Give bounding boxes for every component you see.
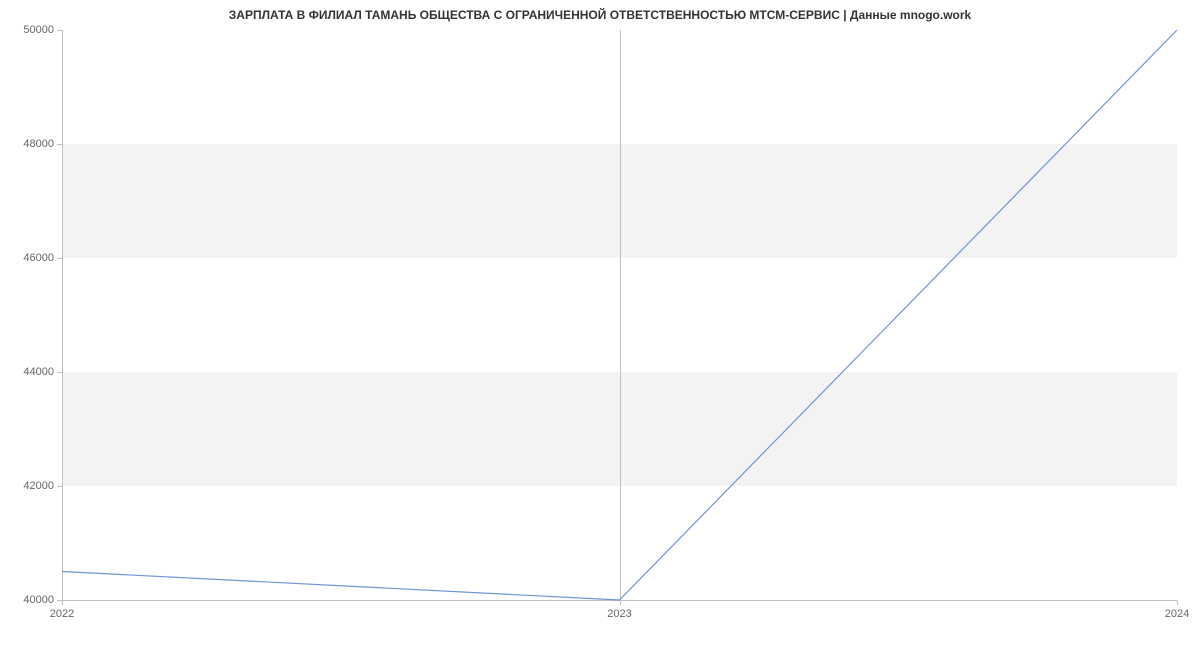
x-tick-label: 2022 [50, 600, 74, 620]
x-tick-label: 2023 [607, 600, 631, 620]
y-tick-label: 50000 [23, 24, 62, 36]
chart-title: ЗАРПЛАТА В ФИЛИАЛ ТАМАНЬ ОБЩЕСТВА С ОГРА… [0, 8, 1200, 22]
y-tick-label: 42000 [23, 480, 62, 492]
y-tick-label: 48000 [23, 138, 62, 150]
series-salary [62, 30, 1177, 600]
x-tick-label: 2024 [1165, 600, 1189, 620]
y-tick-label: 44000 [23, 366, 62, 378]
y-tick-label: 46000 [23, 252, 62, 264]
plot-area: 4000042000440004600048000500002022202320… [62, 30, 1177, 600]
